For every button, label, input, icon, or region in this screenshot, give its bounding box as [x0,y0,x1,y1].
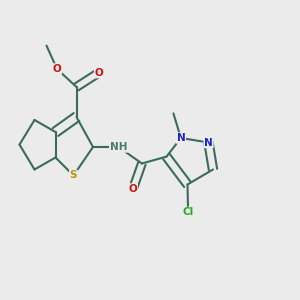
Text: NH: NH [110,142,127,152]
Text: Cl: Cl [182,207,194,218]
Text: S: S [70,170,77,181]
Text: N: N [176,133,185,143]
Text: N: N [204,137,213,148]
Text: O: O [94,68,103,78]
Text: O: O [128,184,137,194]
Text: O: O [52,64,62,74]
